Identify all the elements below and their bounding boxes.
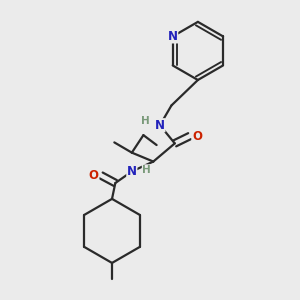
Text: N: N xyxy=(155,119,165,132)
Text: N: N xyxy=(168,30,178,43)
Text: O: O xyxy=(192,130,202,142)
Text: H: H xyxy=(142,165,151,175)
Text: H: H xyxy=(141,116,149,126)
Text: O: O xyxy=(89,169,99,182)
Text: N: N xyxy=(127,165,137,178)
